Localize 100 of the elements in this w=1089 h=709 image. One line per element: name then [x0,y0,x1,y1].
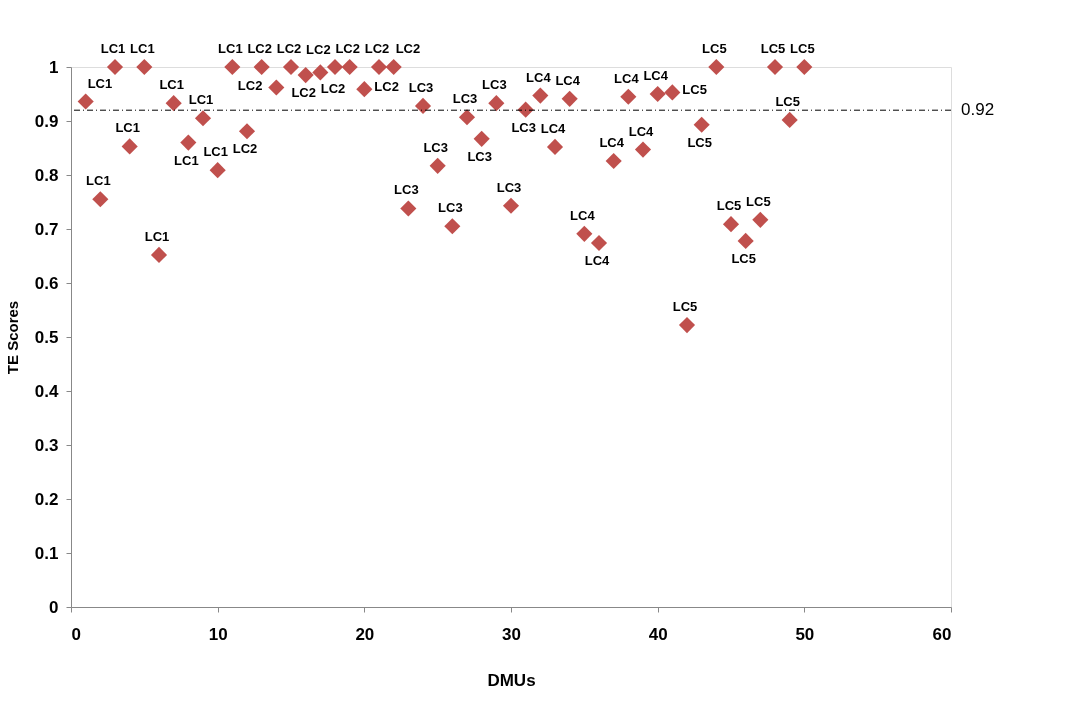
data-label: LC5 [672,299,698,315]
data-label: LC5 [702,41,727,56]
y-tick-label: 1 [49,57,59,77]
data-label: LC3 [496,179,522,195]
point [796,58,813,76]
x-axis-title: DMUs [487,670,536,690]
data-label: LC2 [395,41,421,56]
data-label: LC4 [628,123,655,139]
y-tick-label: 0.2 [34,489,59,509]
data-label: LC3 [482,77,507,93]
y-tick-label: 0.6 [34,273,59,293]
data-label: LC1 [144,228,170,244]
y-tick-label: 0.4 [34,381,60,401]
data-label: LC5 [731,250,756,266]
data-label: LC2 [320,81,346,96]
data-label: LC1 [188,92,214,108]
data-label: LC4 [555,72,581,88]
point [194,110,212,127]
y-tick-label: 0.7 [34,219,59,239]
point [722,216,740,233]
point [693,116,710,133]
point [312,64,329,81]
point [737,232,754,249]
point [620,88,637,105]
data-label: LC5 [775,93,800,109]
data-label: LC3 [408,79,434,95]
data-label: LC1 [86,173,111,189]
point [356,81,373,98]
data-label: LC1 [203,144,228,160]
point [385,58,402,76]
point [605,152,622,170]
point [590,234,608,252]
x-tick-label: 40 [648,624,668,644]
data-label: LC3 [438,200,463,216]
x-tick-label: 50 [795,624,815,644]
data-label: LC2 [364,41,390,56]
x-tick-label: 0 [71,624,81,644]
data-label: LC2 [291,85,316,101]
point [444,218,461,235]
y-tick-label: 0.3 [34,435,59,455]
data-label: LC1 [218,41,243,56]
data-label: LC3 [452,91,478,107]
data-label: LC4 [643,68,669,83]
data-label: LC3 [511,119,536,135]
point [180,134,197,151]
data-label: LC1 [159,77,184,93]
point [781,111,798,128]
data-label: LC5 [760,41,786,56]
point [488,95,505,112]
data-label: LC2 [276,41,302,56]
data-label: LC5 [716,198,742,214]
data-label: LC5 [746,193,771,209]
point [121,138,138,155]
data-label: LC1 [174,152,199,168]
data-label: LC4 [584,253,611,269]
point [664,84,681,101]
y-tick-label: 0.5 [34,327,59,347]
data-label: LC1 [130,41,155,56]
data-label: LC3 [467,148,492,164]
point [546,138,564,155]
point [649,85,666,103]
data-label: LC1 [115,120,140,136]
ref-line-label: 0.92 [961,100,995,120]
data-label: LC4 [540,120,567,136]
x-tick-label: 30 [502,624,521,644]
point [414,97,432,114]
point [576,225,593,242]
data-label: LC4 [570,207,596,223]
point [561,90,578,107]
point [238,123,256,140]
data-label: LC5 [682,82,707,98]
point [165,95,182,112]
data-label: LC4 [614,70,640,86]
point [209,162,226,179]
point [136,58,153,76]
point [532,87,549,104]
data-label: LC5 [790,41,815,56]
data-label: LC2 [232,141,258,157]
x-tick-label: 60 [932,624,952,644]
point [326,58,344,76]
point [678,317,696,334]
point [92,191,109,208]
point [370,58,388,76]
data-label: LC3 [394,182,419,198]
y-tick-label: 0.8 [34,165,59,185]
data-label: LC2 [335,41,360,56]
point [268,79,285,96]
point [766,58,784,76]
data-label: LC5 [687,134,712,150]
data-label: LC2 [306,42,331,58]
point [77,93,94,110]
point [458,109,476,126]
y-tick-label: 0.9 [34,111,59,131]
point [708,58,725,76]
data-label: LC2 [237,77,263,93]
point [400,200,417,217]
point [282,58,300,76]
data-label: LC1 [100,41,126,56]
data-label: LC1 [87,75,113,91]
x-tick-label: 10 [208,624,228,644]
